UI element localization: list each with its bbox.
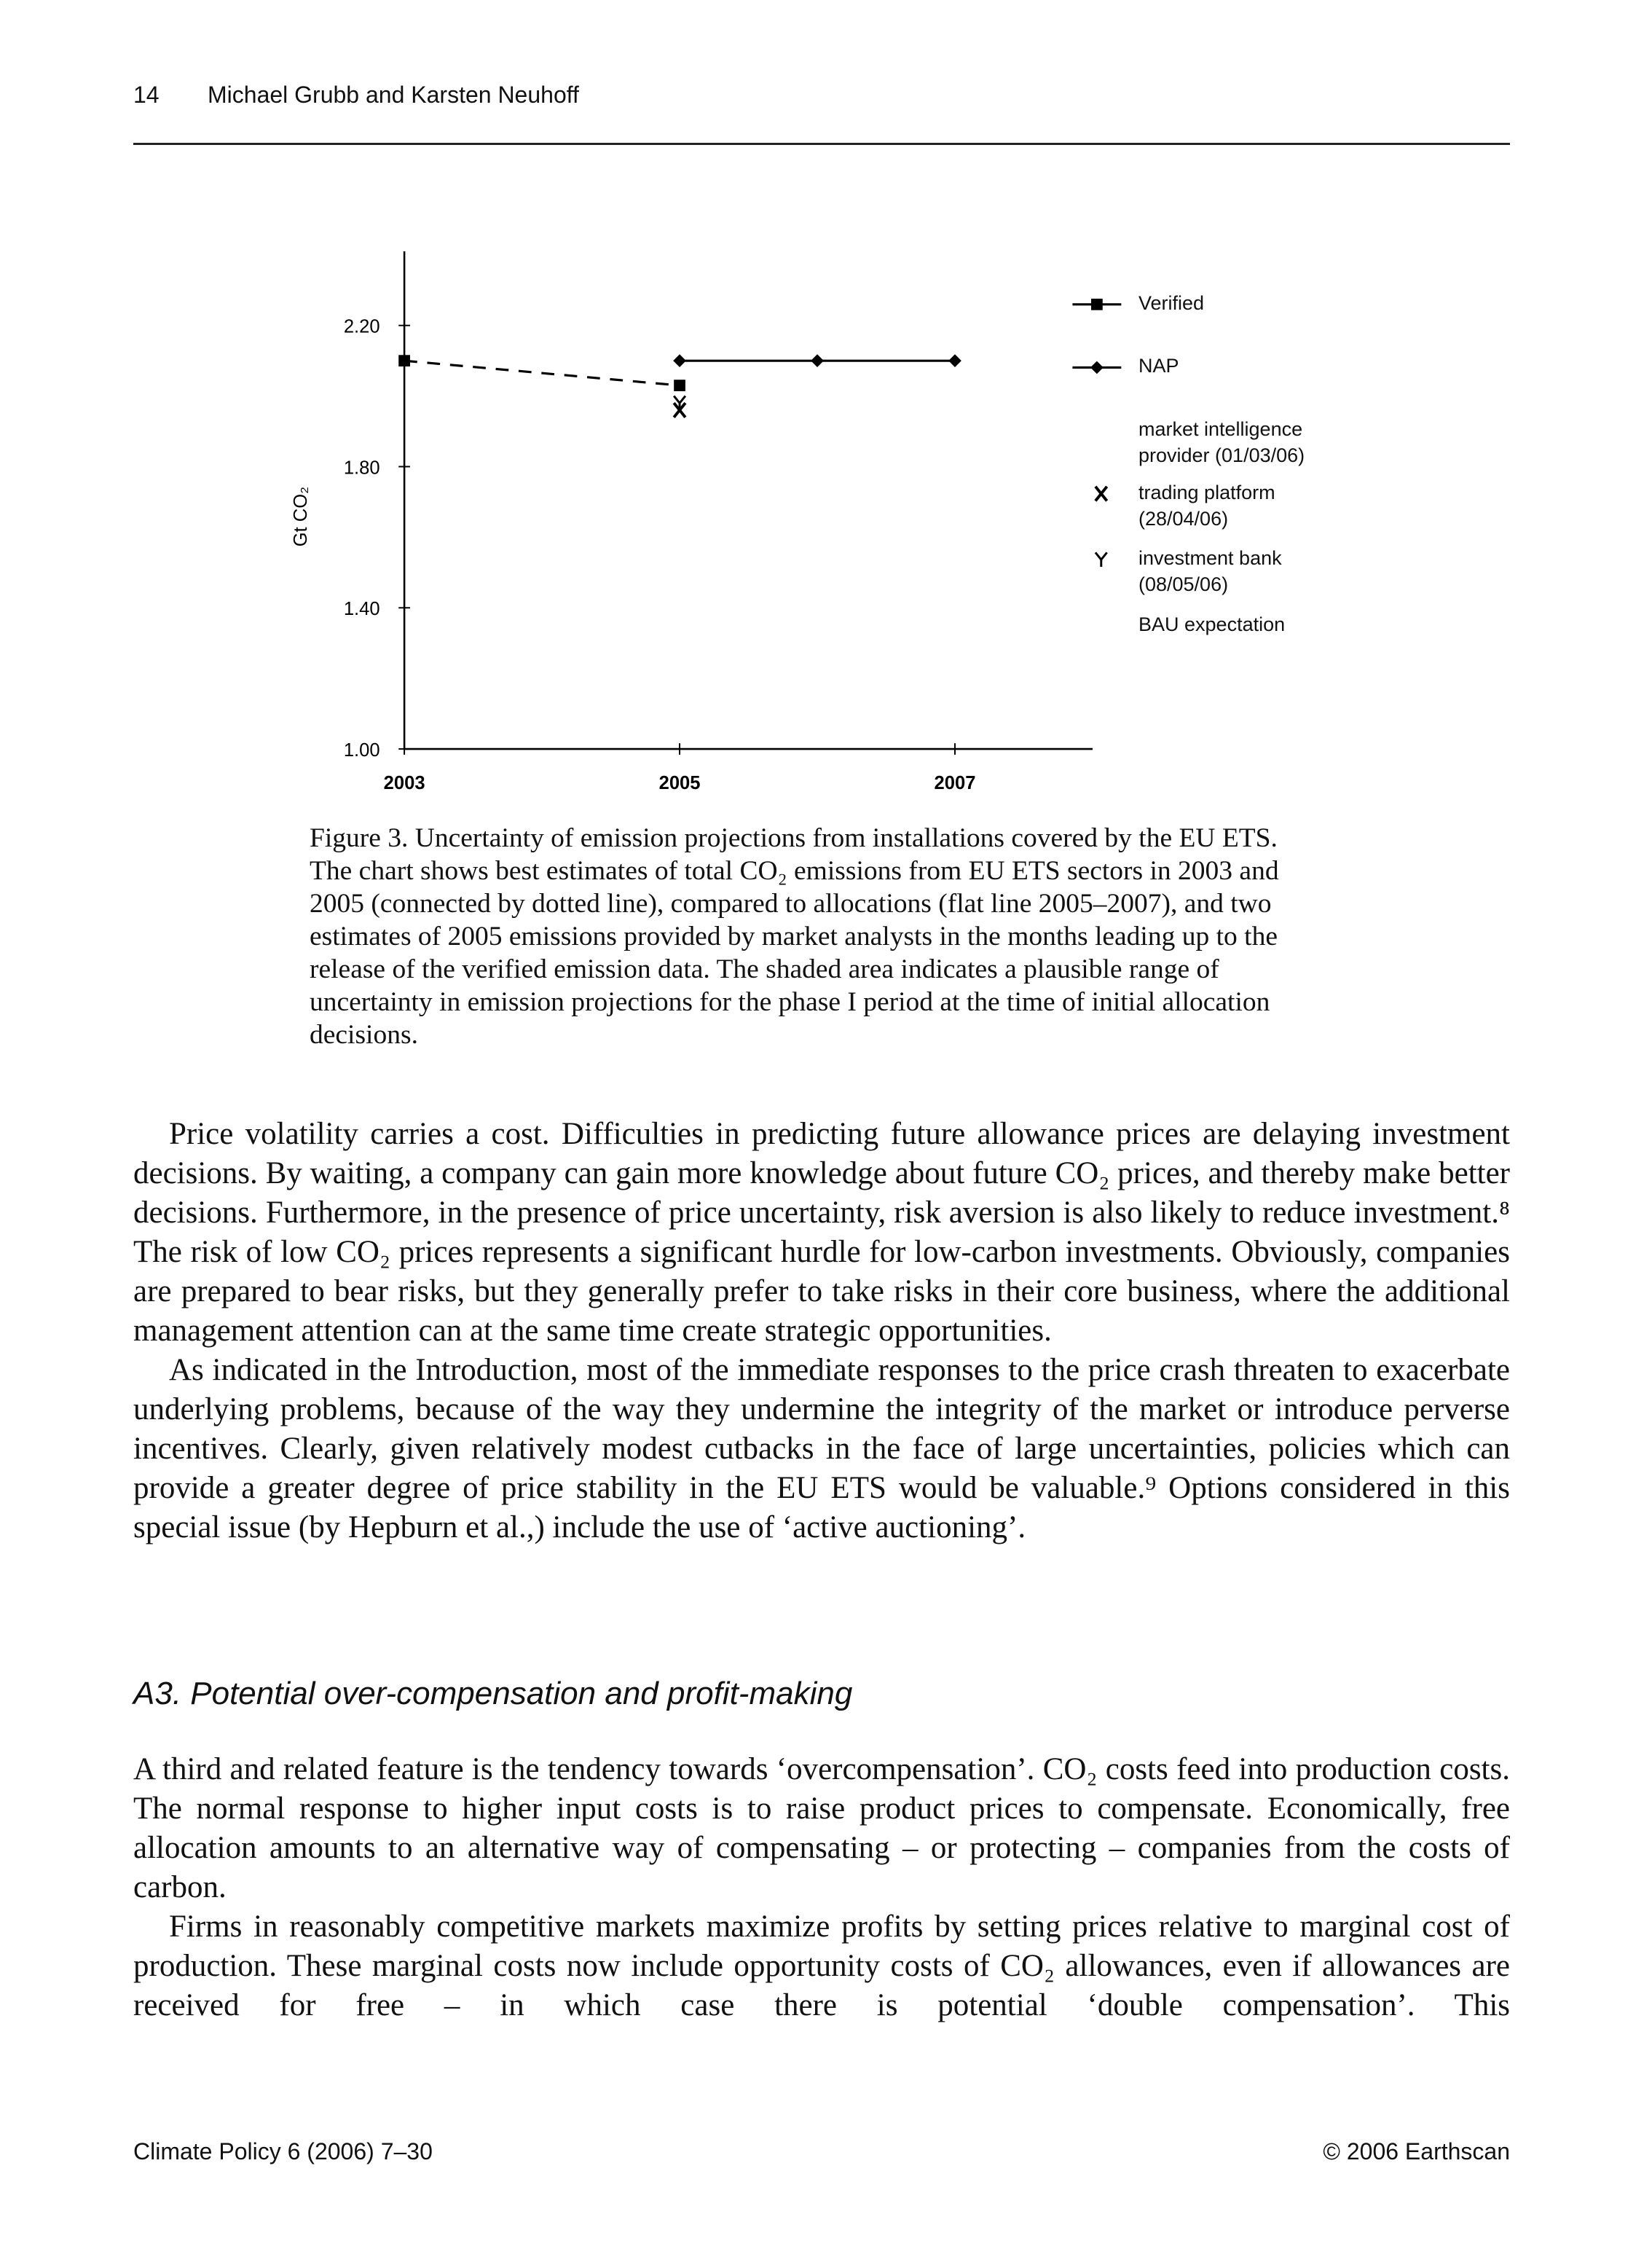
- paragraph: Firms in reasonably competitive markets …: [133, 1910, 1510, 2022]
- marker-diamond: [673, 354, 686, 368]
- paragraph: As indicated in the Introduction, most o…: [133, 1353, 1510, 1545]
- y-tick-label: 1.00: [344, 740, 380, 761]
- footer-copyright: © 2006 Earthscan: [1323, 2138, 1510, 2164]
- legend-label: NAP: [1138, 355, 1179, 377]
- footer-journal: Climate Policy 6 (2006) 7–30: [133, 2138, 433, 2164]
- marker: [673, 354, 686, 368]
- y-tick-label: 2.20: [344, 317, 380, 337]
- marker: [674, 380, 685, 391]
- marker-diamond: [1090, 361, 1104, 374]
- marker: [1094, 552, 1108, 568]
- marker-stroke: [1094, 485, 1109, 502]
- marker-square: [398, 355, 410, 367]
- marker-diamond: [948, 354, 961, 368]
- marker-stroke: [1094, 552, 1102, 561]
- marker: [398, 355, 410, 367]
- x-tick-label: 2003: [384, 773, 425, 793]
- body-text: Price volatility carries a cost. Difficu…: [133, 1115, 1510, 1547]
- marker-stroke: [673, 395, 681, 404]
- marker-square: [1091, 298, 1103, 310]
- figure-caption: Figure 3. Uncertainty of emission projec…: [310, 823, 1279, 1050]
- legend-label: trading platform (28/04/06): [1138, 481, 1275, 530]
- legend-heading: market intelligence provider (01/03/06): [1138, 418, 1305, 466]
- paragraph: A third and related feature is the tende…: [133, 1752, 1510, 1904]
- legend-label: investment bank (08/05/06): [1138, 547, 1282, 596]
- y-tick-label: 1.80: [344, 458, 380, 478]
- x-tick-label: 2007: [935, 773, 976, 793]
- marker: [1091, 298, 1103, 310]
- marker: [1094, 485, 1109, 502]
- legend-note: BAU expectation: [1138, 613, 1286, 635]
- paragraph: Price volatility carries a cost. Difficu…: [133, 1117, 1510, 1348]
- marker: [1090, 361, 1104, 374]
- chart: 1.00 1.40 1.80 2.20 2003 2005 2007 Gt CO₂: [291, 251, 1122, 793]
- marker-diamond: [811, 354, 824, 368]
- marker-square: [674, 380, 685, 391]
- y-tick-label: 1.40: [344, 599, 380, 619]
- legend-label: Verified: [1138, 291, 1205, 314]
- page-number: 14: [133, 82, 160, 108]
- marker-stroke: [678, 395, 687, 404]
- marker: [673, 395, 687, 411]
- running-title: Michael Grubb and Karsten Neuhoff: [208, 82, 579, 108]
- x-tick-label: 2005: [659, 773, 701, 793]
- section-text: A third and related feature is the tende…: [133, 1750, 1510, 2025]
- y-axis-label: Gt CO₂: [291, 487, 311, 546]
- marker: [948, 354, 961, 368]
- marker-stroke: [1100, 552, 1108, 561]
- section-heading: A3. Potential over-compensation and prof…: [133, 1676, 853, 1711]
- series-line: [404, 359, 680, 387]
- marker: [811, 354, 824, 368]
- header-rule: [133, 143, 1510, 145]
